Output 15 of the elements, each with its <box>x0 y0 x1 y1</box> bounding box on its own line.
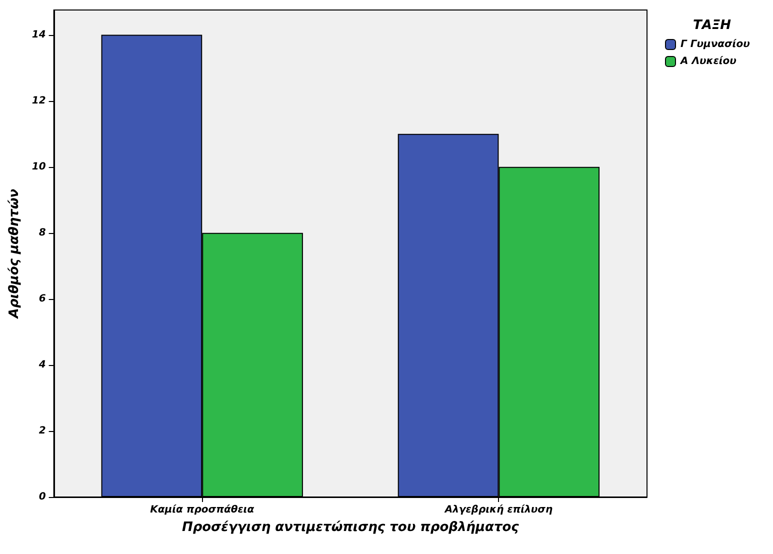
y-tick-label: 12 <box>32 95 46 106</box>
y-axis-title: Αριθμός μαθητών <box>7 188 22 320</box>
legend-label: Α Λυκείου <box>680 56 737 67</box>
legend-label: Γ Γυμνασίου <box>680 39 750 50</box>
y-tick-label: 0 <box>38 492 46 502</box>
x-tick-label: Αλγεβρική επίλυση <box>444 504 553 516</box>
y-tick-label: 10 <box>32 161 46 172</box>
x-axis-title: Προσέγγιση αντιμετώπισης του προβλήματος <box>182 520 520 535</box>
y-tick-label: 2 <box>38 425 46 436</box>
y-tick-label: 14 <box>32 29 46 40</box>
y-tick-label: 6 <box>38 293 46 304</box>
y-tick-label: 8 <box>38 227 46 238</box>
legend-title: ΤΑΞΗ <box>693 18 732 33</box>
x-tick-label: Καμία προσπάθεια <box>150 504 254 516</box>
y-tick-label: 4 <box>38 359 46 370</box>
